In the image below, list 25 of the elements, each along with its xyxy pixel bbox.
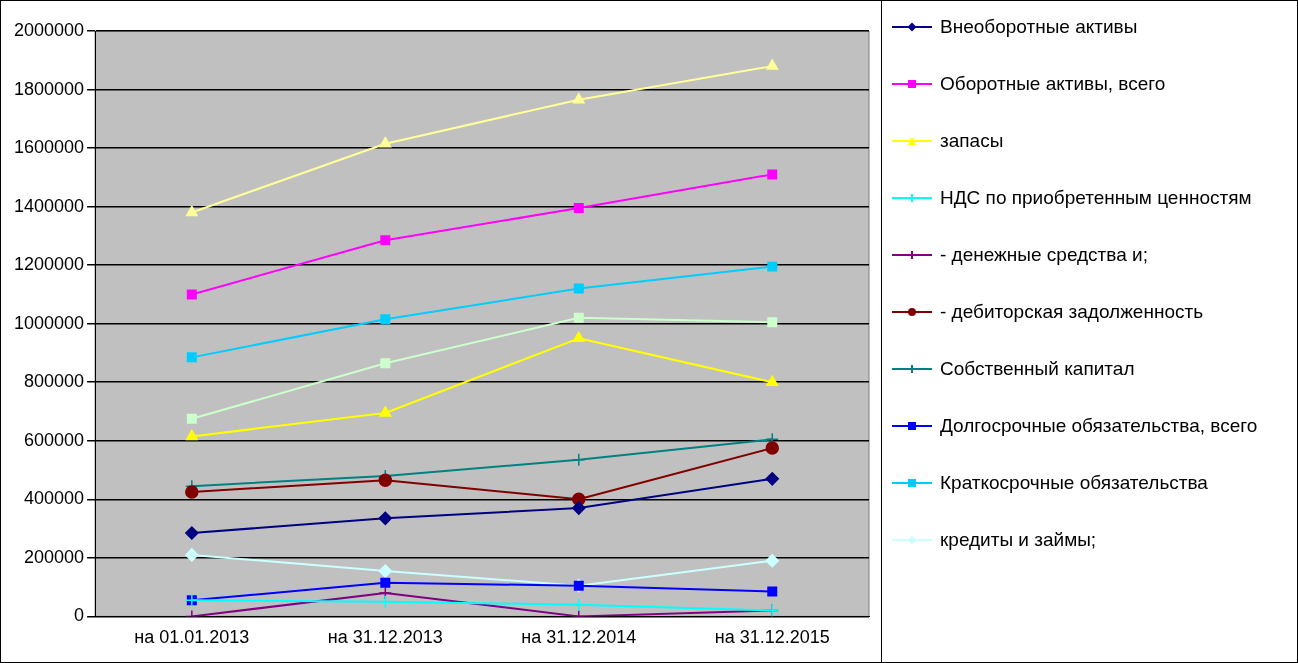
y-tick-label: 1800000 — [14, 78, 85, 99]
y-tick-label: 1200000 — [14, 254, 85, 275]
legend-label: кредиты и займы; — [940, 528, 1097, 552]
y-tick-label: 200000 — [24, 546, 85, 567]
x-tick-label: на 01.01.2013 — [134, 627, 250, 648]
x-tick-label: на 31.12.2015 — [714, 627, 830, 648]
y-tick-label: 1600000 — [14, 137, 85, 158]
y-tick-label: 400000 — [24, 488, 85, 509]
y-tick-label: 2000000 — [14, 19, 85, 40]
legend-label: Оборотные активы, всего — [940, 72, 1166, 96]
y-tick-label: 600000 — [24, 429, 85, 450]
legend-label: НДС по приобретенным ценностям — [940, 186, 1252, 210]
y-tick-label: 1000000 — [14, 312, 85, 333]
legend-label: - дебиторская задолженность — [940, 300, 1204, 324]
x-tick-label: на 31.12.2013 — [327, 627, 443, 648]
legend-label: Собственный капитал — [940, 357, 1135, 381]
y-tick-label: 800000 — [24, 371, 85, 392]
legend-label: - денежные средства и; — [940, 243, 1148, 267]
legend-label: запасы — [940, 129, 1004, 153]
y-tick-label: 1400000 — [14, 195, 85, 216]
legend-label: Долгосрочные обязательства, всего — [940, 414, 1258, 438]
y-tick-label: 0 — [74, 605, 85, 626]
x-tick-label: на 31.12.2014 — [521, 627, 637, 648]
legend-label: Внеоборотные активы — [940, 15, 1138, 39]
legend-label: Краткосрочные обязательства — [940, 471, 1208, 495]
